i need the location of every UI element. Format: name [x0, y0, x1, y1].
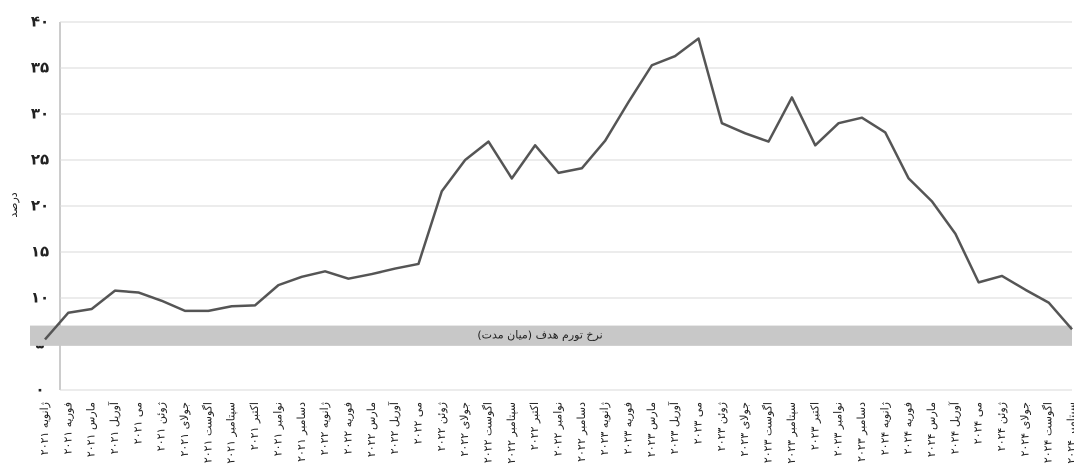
x-tick-label: اکتبر ۲۰۲۱ [248, 402, 261, 450]
y-tick-label: ۲۰ [31, 197, 49, 215]
y-tick-label: ۰ [35, 381, 44, 399]
target-band-label: نرخ تورم هدف (میان مدت) [477, 329, 602, 342]
x-tick-label: می ۲۰۲۱ [131, 402, 144, 444]
x-tick-label: مارس ۲۰۲۴ [925, 402, 938, 457]
x-tick-label: اکتبر ۲۰۲۲ [528, 402, 541, 450]
x-tick-label: اگوست ۲۰۲۴ [1042, 402, 1055, 463]
x-tick-label: آوریل ۲۰۲۴ [947, 401, 961, 454]
x-tick-label: فوریه ۲۰۲۲ [341, 402, 354, 454]
x-tick-label: مارس ۲۰۲۳ [645, 402, 658, 457]
x-tick-label: می ۲۰۲۲ [411, 402, 424, 444]
x-tick-label: جولای ۲۰۲۱ [178, 402, 191, 457]
x-tick-label: اگوست ۲۰۲۲ [481, 402, 494, 463]
y-axis-label: درصد [7, 192, 20, 217]
x-tick-label: ژوئن ۲۰۲۳ [715, 402, 728, 451]
x-tick-label: ژانویه ۲۰۲۲ [318, 402, 331, 455]
x-tick-label: مارس ۲۰۲۱ [85, 402, 98, 457]
x-tick-label: اکتبر ۲۰۲۳ [808, 402, 821, 450]
x-tick-label: ژانویه ۲۰۲۳ [598, 402, 611, 455]
x-tick-label: نوامبر ۲۰۲۲ [552, 402, 565, 456]
y-tick-label: ۳۰ [31, 105, 49, 123]
x-tick-label: آوریل ۲۰۲۳ [667, 401, 681, 454]
x-tick-label: سپتامبر ۲۰۲۴ [1065, 402, 1074, 464]
y-tick-label: ۱۵ [31, 243, 49, 261]
x-tick-label: سپتامبر ۲۰۲۲ [505, 402, 518, 464]
y-tick-label: ۳۵ [31, 59, 49, 77]
x-tick-label: جولای ۲۰۲۲ [458, 402, 471, 457]
x-tick-label: فوریه ۲۰۲۳ [622, 402, 635, 454]
x-tick-label: ژوئن ۲۰۲۴ [995, 402, 1008, 451]
x-tick-label: ژوئن ۲۰۲۲ [435, 402, 448, 451]
x-tick-label: مارس ۲۰۲۲ [365, 402, 378, 457]
x-tick-label: جولای ۲۰۲۳ [738, 402, 751, 457]
x-tick-label: فوریه ۲۰۲۴ [902, 402, 915, 454]
x-tick-label: جولای ۲۰۲۴ [1018, 402, 1031, 457]
x-tick-label: نوامبر ۲۰۲۱ [271, 402, 284, 456]
x-tick-label: آوریل ۲۰۲۲ [387, 401, 401, 454]
x-tick-label: دسامبر ۲۰۲۲ [575, 402, 588, 462]
y-tick-label: ۲۵ [31, 151, 49, 169]
line [44, 37, 1073, 341]
x-tick-label: نوامبر ۲۰۲۳ [832, 402, 845, 456]
x-tick-label: اگوست ۲۰۲۳ [762, 402, 775, 463]
y-tick-label: ۱۰ [31, 289, 49, 307]
x-tick-label: می ۲۰۲۳ [692, 402, 705, 444]
x-tick-label: آوریل ۲۰۲۱ [107, 401, 121, 454]
x-tick-label: ژانویه ۲۰۲۴ [878, 402, 891, 455]
x-tick-label: فوریه ۲۰۲۱ [61, 402, 74, 454]
x-tick-label: دسامبر ۲۰۲۳ [855, 402, 868, 462]
x-tick-label: سپتامبر ۲۰۲۳ [785, 402, 798, 464]
x-tick-label: اگوست ۲۰۲۱ [201, 402, 214, 463]
x-tick-label: دسامبر ۲۰۲۱ [295, 402, 308, 462]
x-tick-label: ژانویه ۲۰۲۱ [38, 402, 51, 455]
x-tick-label: ژوئن ۲۰۲۱ [155, 402, 168, 451]
x-tick-label: سپتامبر ۲۰۲۱ [225, 402, 238, 464]
x-tick-label: می ۲۰۲۴ [972, 402, 985, 444]
y-tick-label: ۴۰ [31, 13, 49, 31]
target-band [30, 325, 1072, 346]
